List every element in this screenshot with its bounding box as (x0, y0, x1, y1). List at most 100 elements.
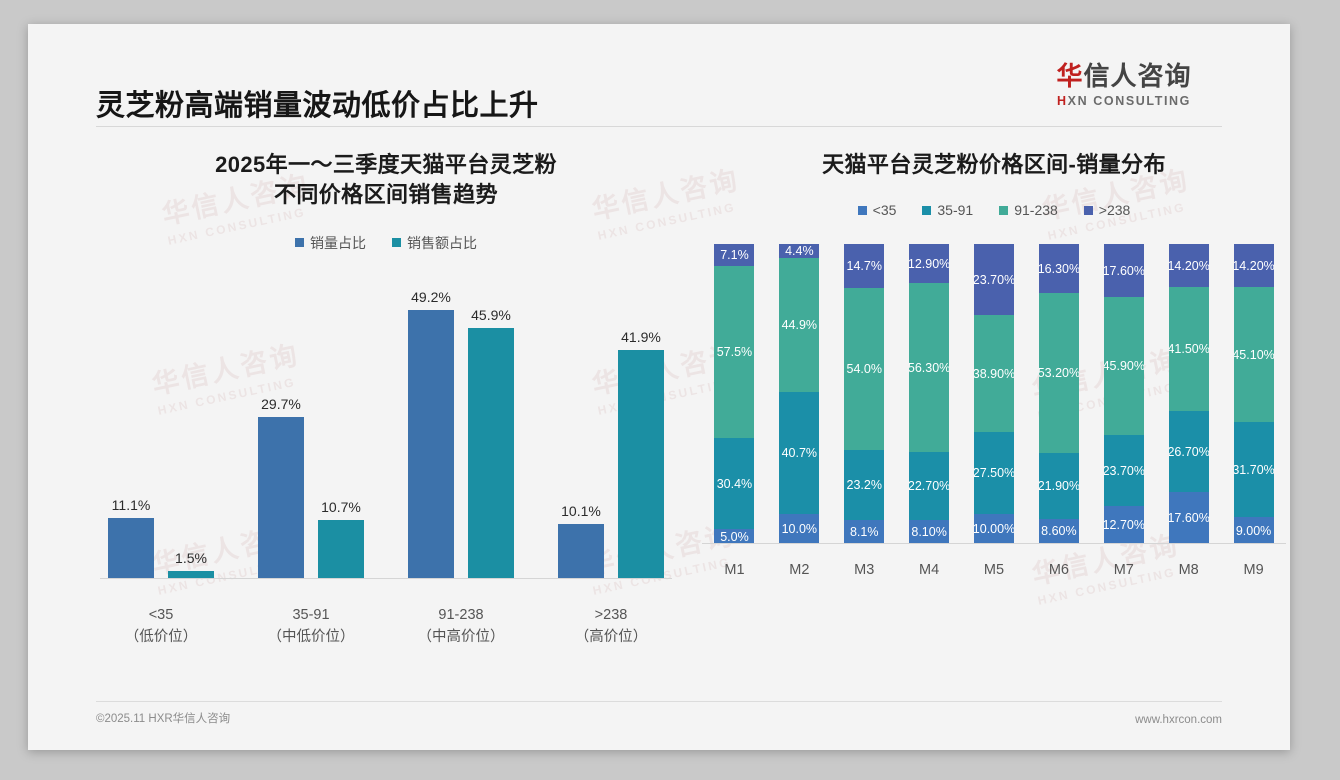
left-chart-bar-wrapper: 29.7% (258, 279, 304, 579)
right-chart-bar-segment[interactable]: 16.30% (1038, 244, 1079, 294)
right-chart-bar-segment[interactable]: 14.20% (1168, 244, 1209, 287)
right-chart-segment-value-label: 44.9% (781, 317, 818, 332)
logo-english-text: HXN CONSULTING (1024, 94, 1224, 108)
right-chart-stacked-bar[interactable]: 14.20% 45.10% 31.70% 9.00% (1233, 244, 1274, 545)
left-chart-bar[interactable] (558, 523, 604, 579)
left-chart-group: 29.7% 10.7% (236, 279, 386, 579)
right-chart-legend-item[interactable]: >238 (1083, 202, 1131, 219)
category-range: <35 (148, 607, 174, 624)
right-chart-bar-segment[interactable]: 56.30% (909, 283, 950, 452)
left-chart-group: 10.1% 41.9% (536, 279, 686, 579)
right-chart-bar-segment[interactable]: 14.7% (844, 244, 885, 289)
right-chart-bar-segment[interactable]: 17.60% (1168, 491, 1209, 545)
right-chart-bar-segment[interactable]: 8.60% (1038, 518, 1079, 545)
footer-website[interactable]: www.hxrcon.com (1135, 714, 1222, 726)
right-chart-bar-segment[interactable]: 54.0% (844, 288, 885, 451)
right-chart-bar-segment[interactable]: 7.1% (714, 244, 755, 266)
left-chart-bar[interactable] (408, 310, 454, 579)
right-chart-bar-segment[interactable]: 45.90% (1103, 297, 1144, 436)
right-chart-segment-value-label: 17.60% (1103, 263, 1144, 278)
right-chart-segment-value-label: 8.1% (849, 525, 879, 540)
legend-swatch-icon (999, 205, 1009, 215)
right-chart-bar-segment[interactable]: 22.70% (909, 451, 950, 521)
right-chart-segment-value-label: 41.50% (1168, 342, 1209, 357)
right-chart-legend-item[interactable]: 35-91 (922, 202, 973, 218)
right-chart-bar-segment[interactable]: 4.4% (779, 244, 820, 258)
logo-char-red: 华 (1056, 61, 1084, 91)
right-chart-stacked-bar[interactable]: 12.90% 56.30% 22.70% 8.10% (909, 244, 950, 545)
right-chart-legend-item[interactable]: 91-238 (999, 202, 1058, 218)
right-chart-segment-value-label: 7.1% (720, 248, 749, 262)
right-chart-category-label: M6 (1048, 562, 1069, 579)
right-chart-bar-segment[interactable]: 8.10% (909, 520, 950, 545)
right-chart-bar-segment[interactable]: 5.0% (714, 529, 755, 545)
right-chart-stacked-bar[interactable]: 4.4% 44.9% 40.7% 10.0% (779, 244, 820, 545)
right-chart-stacked-bar[interactable]: 14.20% 41.50% 26.70% 17.60% (1168, 244, 1209, 545)
right-chart-segment-value-label: 17.60% (1168, 510, 1209, 525)
left-chart-bar-wrapper: 45.9% (468, 279, 514, 579)
right-chart-category-label: M8 (1178, 562, 1199, 579)
right-chart-bar-segment[interactable]: 45.10% (1233, 286, 1274, 423)
right-chart-bar-segment[interactable]: 10.00% (974, 514, 1014, 545)
right-chart-segment-value-label: 9.00% (1235, 523, 1272, 538)
right-chart-segment-value-label: 30.4% (716, 476, 753, 491)
right-chart-stacked-bar[interactable]: 14.7% 54.0% 23.2% 8.1% (844, 244, 885, 545)
right-chart-bar-segment[interactable]: 23.2% (844, 450, 885, 521)
right-chart-column: 7.1% 57.5% 30.4% 5.0% (702, 244, 767, 545)
right-chart-bar-segment[interactable]: 41.50% (1168, 286, 1209, 412)
right-chart-stacked-bar[interactable]: 7.1% 57.5% 30.4% 5.0% (714, 244, 755, 545)
right-chart-stacked-bar[interactable]: 23.70% 38.90% 27.50% 10.00% (974, 244, 1014, 545)
right-chart-column: 4.4% 44.9% 40.7% 10.0% (767, 244, 832, 545)
left-chart-bar-value-label: 1.5% (175, 549, 207, 566)
right-chart-bar-segment[interactable]: 26.70% (1168, 411, 1209, 492)
right-chart-bar-segment[interactable]: 40.7% (779, 392, 820, 515)
right-chart-segment-value-label: 45.90% (1103, 359, 1144, 374)
right-chart-category-label: M7 (1113, 562, 1134, 579)
left-chart-bar[interactable] (468, 328, 514, 579)
right-chart-column: 16.30% 53.20% 21.90% 8.60% (1026, 244, 1091, 545)
slide-canvas: 华信人咨询 HXN CONSULTING 华信人咨询 HXN CONSULTIN… (28, 24, 1290, 750)
right-chart-bar-segment[interactable]: 10.0% (779, 514, 820, 545)
right-chart-legend-item[interactable]: <35 (857, 202, 896, 218)
right-chart-bar-segment[interactable]: 8.1% (844, 520, 885, 545)
left-chart-legend-item[interactable]: 销售额占比 (392, 233, 477, 253)
right-chart-segment-value-label: 38.90% (974, 366, 1014, 381)
right-chart-bar-segment[interactable]: 21.90% (1038, 452, 1079, 519)
right-chart-bar-segment[interactable]: 44.9% (779, 257, 820, 393)
left-chart-bar[interactable] (258, 416, 304, 579)
right-chart-bar-segment[interactable]: 23.70% (974, 244, 1014, 316)
right-chart-bar-segment[interactable]: 14.20% (1233, 244, 1274, 287)
left-chart-legend-item[interactable]: 销量占比 (295, 233, 366, 253)
left-chart-bar[interactable] (318, 520, 364, 579)
right-chart-stacked-bar[interactable]: 16.30% 53.20% 21.90% 8.60% (1038, 244, 1079, 545)
right-chart-bar-segment[interactable]: 53.20% (1038, 293, 1079, 453)
right-chart-stacked-bar[interactable]: 17.60% 45.90% 23.70% 12.70% (1103, 244, 1144, 545)
right-chart-segment-value-label: 27.50% (974, 466, 1014, 481)
left-chart-bar-value-label: 45.9% (471, 307, 511, 324)
right-stacked-bar-chart: 7.1% 57.5% 30.4% 5.0% 4.4% 44.9% 40.7% 10.0% 14.… (696, 244, 1290, 579)
right-chart-bar-segment[interactable]: 12.90% (909, 244, 950, 284)
right-chart-column: 14.20% 45.10% 31.70% 9.00% (1221, 244, 1286, 545)
left-chart-category-label: 91-238 （中高价位） (386, 605, 536, 649)
right-chart-bar-segment[interactable]: 38.90% (974, 315, 1014, 432)
right-chart-bar-segment[interactable]: 27.50% (974, 431, 1014, 515)
left-chart-bar[interactable] (108, 518, 154, 579)
right-chart-bar-segment[interactable]: 9.00% (1233, 517, 1274, 545)
left-chart-legend: 销量占比 销售额占比 (86, 233, 686, 253)
left-chart-bar-wrapper: 49.2% (408, 279, 454, 579)
right-chart-bar-segment[interactable]: 17.60% (1103, 244, 1144, 298)
legend-label: >238 (1098, 202, 1131, 219)
left-chart-bar[interactable] (618, 350, 664, 579)
right-chart-bar-segment[interactable]: 57.5% (714, 265, 755, 439)
header-divider (96, 126, 1222, 127)
left-chart-bar-value-label: 11.1% (111, 497, 151, 514)
right-chart-category-label: M5 (983, 562, 1005, 579)
right-chart-bar-segment[interactable]: 12.70% (1103, 506, 1144, 545)
left-chart-bar[interactable] (168, 570, 214, 579)
right-chart-bar-segment[interactable]: 30.4% (714, 438, 755, 530)
left-chart-bar-wrapper: 10.7% (318, 279, 364, 579)
right-chart-bar-segment[interactable]: 31.70% (1233, 422, 1274, 518)
right-chart-bar-segment[interactable]: 23.70% (1103, 435, 1144, 507)
right-chart-segment-value-label: 56.30% (909, 360, 950, 375)
right-chart-segment-value-label: 31.70% (1233, 462, 1274, 477)
